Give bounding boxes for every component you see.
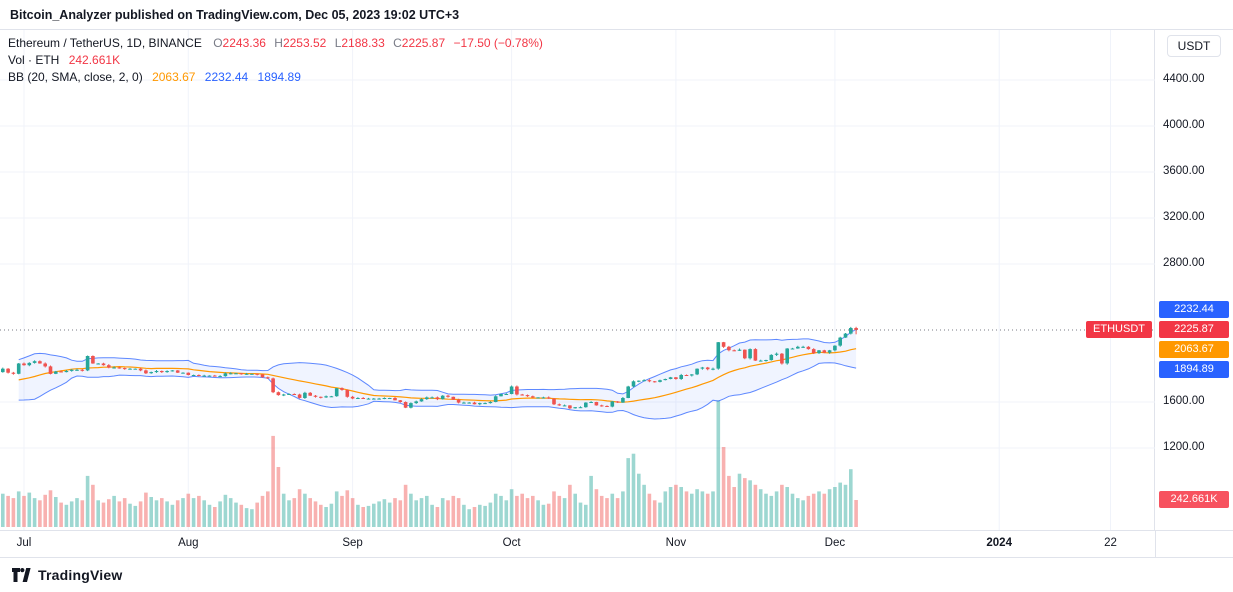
symbol-price-flag-label: ETHUSDT <box>1093 323 1145 336</box>
legend-bb-row: BB (20, SMA, close, 2, 0) 2063.67 2232.4… <box>8 69 543 86</box>
tradingview-logo-icon[interactable] <box>12 567 31 583</box>
time-tick-dec: Dec <box>824 537 846 549</box>
bb-basis-value: 2063.67 <box>152 70 196 84</box>
chart-pane[interactable]: Ethereum / TetherUS, 1D, BINANCE O2243.3… <box>0 30 1155 530</box>
price-tick-label: 3600.00 <box>1163 165 1205 177</box>
legend-symbol-row: Ethereum / TetherUS, 1D, BINANCE O2243.3… <box>8 35 543 52</box>
time-tick-nov: Nov <box>665 537 687 549</box>
ohlc-open: O2243.36 <box>213 36 266 50</box>
publish-text: Bitcoin_Analyzer published on TradingVie… <box>10 7 460 22</box>
time-axis[interactable]: Jul Aug Sep Oct Nov Dec 2024 22 <box>0 530 1233 558</box>
tradingview-logo-text[interactable]: TradingView <box>38 567 123 583</box>
symbol-price-flag: ETHUSDT <box>1086 321 1152 339</box>
bb-upper-price-badge: 2232.44 <box>1159 301 1229 319</box>
volume-badge: 242.661K <box>1159 491 1229 509</box>
price-tick-label: 1600.00 <box>1163 395 1205 407</box>
candlestick-chart[interactable] <box>0 30 1155 530</box>
volume-label[interactable]: Vol · ETH <box>8 53 60 67</box>
ohlc-high: H2253.52 <box>274 36 327 50</box>
time-tick-jul: Jul <box>16 537 32 549</box>
bb-basis-price-badge: 2063.67 <box>1159 341 1229 359</box>
time-tick-sep: Sep <box>342 537 363 549</box>
price-tick-label: 4000.00 <box>1163 119 1205 131</box>
price-axis[interactable]: USDT 4400.00 4000.00 3600.00 3200.00 2800.00… <box>1155 30 1233 530</box>
legend-volume-row: Vol · ETH 242.661K <box>8 52 543 69</box>
ohlc-close: C2225.87 <box>393 36 446 50</box>
time-tick-22: 22 <box>1104 537 1117 549</box>
bb-lower-price-badge: 1894.89 <box>1159 361 1229 379</box>
time-tick-aug: Aug <box>178 537 199 549</box>
price-tick-label: 1200.00 <box>1163 440 1205 453</box>
footer: TradingView <box>0 557 1233 592</box>
bb-lower-value: 1894.89 <box>257 70 301 84</box>
publish-header: Bitcoin_Analyzer published on TradingVie… <box>0 0 1233 30</box>
price-tick-label: 3200.00 <box>1163 211 1205 223</box>
price-tick-label: 2800.00 <box>1163 257 1205 269</box>
axis-separator <box>1155 531 1156 558</box>
bb-indicator-label[interactable]: BB (20, SMA, close, 2, 0) <box>8 70 143 84</box>
time-tick-oct: Oct <box>502 537 521 549</box>
currency-toggle-button[interactable]: USDT <box>1167 35 1221 57</box>
change-value: −17.50 (−0.78%) <box>453 36 543 50</box>
legend: Ethereum / TetherUS, 1D, BINANCE O2243.3… <box>8 35 543 86</box>
symbol-title[interactable]: Ethereum / TetherUS, 1D, BINANCE <box>8 36 202 50</box>
last-price-badge: 2225.87 <box>1159 321 1229 339</box>
chart-main-row: Ethereum / TetherUS, 1D, BINANCE O2243.3… <box>0 30 1233 530</box>
volume-value: 242.661K <box>68 53 121 67</box>
bb-upper-value: 2232.44 <box>204 70 249 84</box>
time-tick-2024: 2024 <box>986 537 1012 549</box>
price-tick-label: 4400.00 <box>1163 73 1205 85</box>
ohlc-low: L2188.33 <box>334 36 385 50</box>
